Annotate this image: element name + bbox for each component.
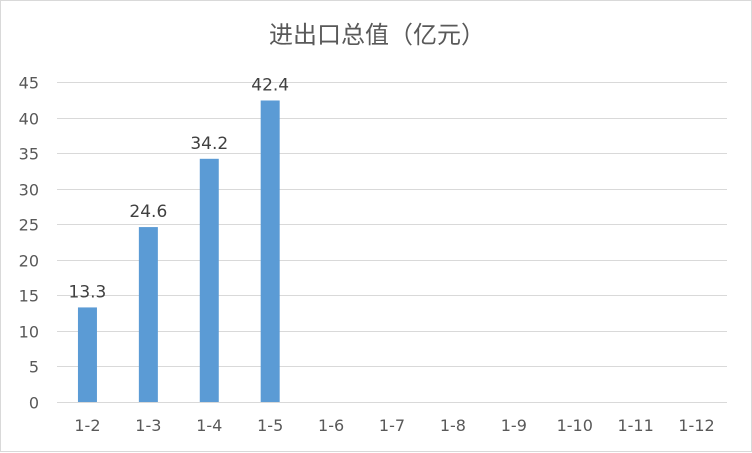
x-tick-label: 1-7 bbox=[379, 416, 405, 435]
x-tick-label: 1-11 bbox=[617, 416, 653, 435]
y-tick-label: 45 bbox=[19, 74, 39, 93]
x-tick-label: 1-6 bbox=[318, 416, 344, 435]
y-tick-label: 20 bbox=[19, 252, 39, 271]
y-tick-label: 25 bbox=[19, 216, 39, 235]
x-tick-label: 1-12 bbox=[678, 416, 714, 435]
y-tick-label: 30 bbox=[19, 181, 39, 200]
x-tick-label: 1-8 bbox=[440, 416, 466, 435]
x-axis-ticks: 1-2 1-3 1-4 1-5 1-6 1-7 1-8 1-9 1-10 1-11 1-12 bbox=[74, 416, 714, 435]
bar-1-5 bbox=[260, 100, 280, 402]
data-label-1-3: 24.6 bbox=[129, 202, 167, 222]
bar-1-3 bbox=[138, 227, 158, 402]
x-tick-label: 1-9 bbox=[501, 416, 527, 435]
y-tick-label: 5 bbox=[29, 358, 39, 377]
bars bbox=[77, 100, 280, 402]
data-label-1-2: 13.3 bbox=[69, 282, 107, 302]
y-tick-label: 10 bbox=[19, 323, 39, 342]
x-tick-label: 1-4 bbox=[196, 416, 222, 435]
x-tick-label: 1-5 bbox=[257, 416, 283, 435]
y-tick-label: 35 bbox=[19, 145, 39, 164]
y-axis-ticks: 0 5 10 15 20 25 30 35 40 45 bbox=[19, 74, 39, 413]
data-label-1-5: 42.4 bbox=[251, 75, 289, 95]
y-tick-label: 40 bbox=[19, 110, 39, 129]
x-tick-label: 1-2 bbox=[74, 416, 100, 435]
x-tick-label: 1-10 bbox=[557, 416, 593, 435]
bar-1-4 bbox=[199, 158, 219, 402]
data-labels: 13.3 24.6 34.2 42.4 bbox=[69, 75, 290, 302]
x-tick-label: 1-3 bbox=[135, 416, 161, 435]
bar-1-2 bbox=[77, 307, 97, 402]
data-label-1-4: 34.2 bbox=[190, 134, 228, 154]
gridlines bbox=[57, 82, 727, 403]
chart-title: 进出口总值（亿元） bbox=[269, 21, 485, 49]
y-tick-label: 15 bbox=[19, 287, 39, 306]
y-tick-label: 0 bbox=[29, 394, 39, 413]
